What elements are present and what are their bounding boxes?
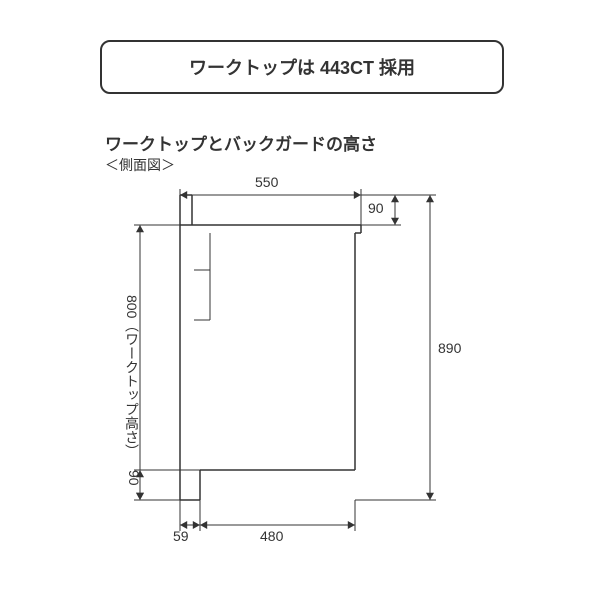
dim-worktop-h: 800（ワークトップ高さ） <box>122 295 142 458</box>
dim-total-h: 890 <box>438 340 461 356</box>
diagram: 550 90 890 800（ワークトップ高さ） 90 59 480 <box>60 180 540 560</box>
dim-backguard-h: 90 <box>368 200 384 216</box>
subtitle: ワークトップとバックガードの高さ <box>105 130 377 155</box>
caption: ＜側面図＞ <box>105 155 175 175</box>
dim-kick-h: 90 <box>126 470 142 486</box>
title-box: ワークトップは 443CT 採用 <box>100 40 504 94</box>
dim-body-depth: 480 <box>260 528 283 544</box>
dim-top-width: 550 <box>255 174 278 190</box>
dim-kick-depth: 59 <box>173 528 189 544</box>
title-text: ワークトップは 443CT 採用 <box>189 54 415 80</box>
page: ワークトップは 443CT 採用 ワークトップとバックガードの高さ ＜側面図＞ … <box>0 0 600 600</box>
